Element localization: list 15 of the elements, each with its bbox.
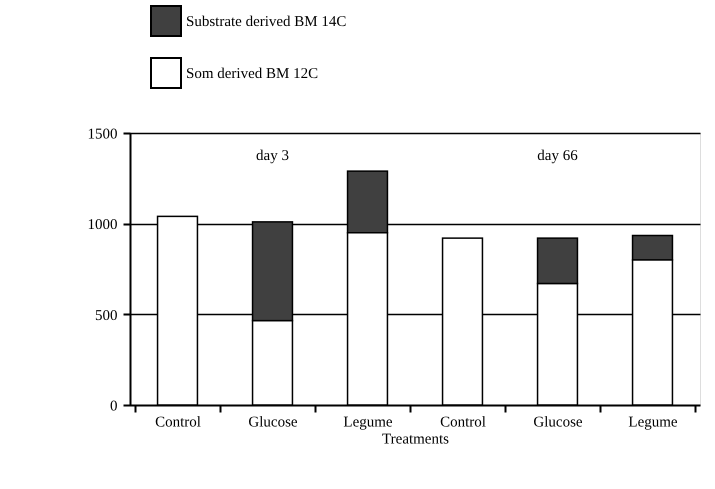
- x-tick-label: Control: [440, 414, 486, 430]
- annotation: day 66: [537, 148, 578, 164]
- y-tick-label: 500: [95, 308, 118, 324]
- x-axis-title: Treatments: [382, 432, 450, 448]
- x-tick-label: Control: [155, 414, 201, 430]
- y-tick-label: 1500: [88, 126, 118, 142]
- legend-label: Som derived BM 12C: [186, 66, 318, 82]
- x-tick-label: Legume: [628, 414, 678, 430]
- y-tick-label: 0: [110, 398, 118, 414]
- x-tick-label: Glucose: [248, 414, 298, 430]
- x-tick-label: Legume: [343, 414, 393, 430]
- legend-label: Substrate derived BM 14C: [186, 14, 346, 30]
- x-tick-label: Glucose: [533, 414, 583, 430]
- annotation: day 3: [256, 148, 289, 164]
- y-tick-label: 1000: [88, 217, 118, 234]
